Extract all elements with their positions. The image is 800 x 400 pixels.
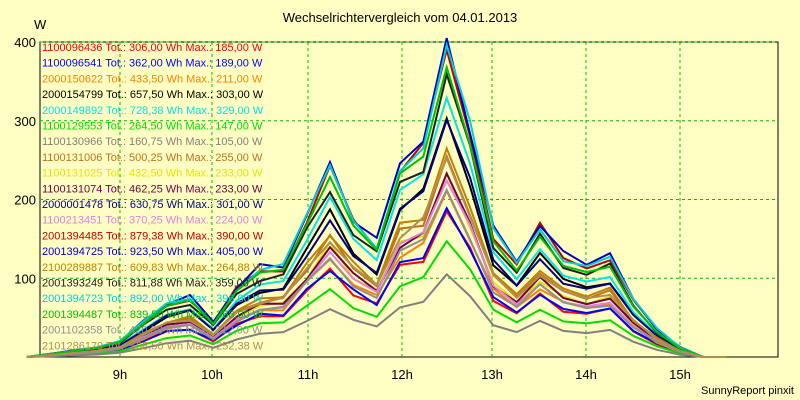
x-tick-label: 14h: [575, 367, 597, 382]
legend-entry: 2001394485 Tot.: 879,38 Wh Max.: 390,00 …: [42, 230, 264, 242]
series-line: [26, 206, 727, 358]
series-line: [26, 188, 727, 358]
legend-entry: 2001393249 Tot.: 811,88 Wh Max.: 359,00 …: [42, 278, 263, 290]
legend-entry: 2001394725 Tot.: 923,50 Wh Max.: 405,00 …: [42, 246, 264, 258]
legend-entry: 2101286179 Tot.: 508,50 Wh Max.: 252,38 …: [42, 340, 264, 352]
series-line: [26, 187, 727, 358]
legend-entry: 1100213451 Tot.: 370,25 Wh Max.: 224,00 …: [42, 215, 263, 227]
legend-entry: 1100131074 Tot.: 462,25 Wh Max.: 233,00 …: [42, 183, 263, 195]
legend-entry: 1100096436 Tot.: 306,00 Wh Max.: 185,00 …: [42, 42, 263, 54]
x-tick-label: 13h: [481, 367, 503, 382]
series-line: [26, 63, 727, 358]
series-line: [26, 117, 727, 358]
x-tick-label: 12h: [391, 367, 413, 382]
y-tick-label: 100: [14, 271, 36, 286]
legend-entry: 2100289887 Tot.: 609,83 Wh Max.: 264,88 …: [42, 262, 264, 274]
legend-entry: 2000149892 Tot.: 728,38 Wh Max.: 329,00 …: [42, 105, 264, 117]
legend-entry: 2001394487 Tot.: 839,50 Wh Max.: 368,00 …: [42, 309, 264, 321]
x-tick-label: 15h: [669, 367, 691, 382]
legend-entry: 1100129553 Tot.: 264,50 Wh Max.: 147,00 …: [42, 121, 263, 133]
chart-title: Wechselrichtervergleich vom 04.01.2013: [282, 10, 518, 25]
legend-entry: 1100096541 Tot.: 362,00 Wh Max.: 189,00 …: [42, 58, 263, 70]
y-tick-label: 300: [14, 114, 36, 129]
y-unit-label: W: [34, 17, 47, 32]
series-line: [26, 239, 727, 358]
legend-entry: 1100131025 Tot.: 432,50 Wh Max.: 233,00 …: [42, 168, 263, 180]
legend-entry: 2000001478 Tot.: 630,75 Wh Max.: 301,00 …: [42, 199, 264, 211]
x-tick-label: 9h: [113, 367, 127, 382]
legend-entry: 2000150622 Tot.: 433,50 Wh Max.: 211,00 …: [42, 73, 263, 85]
x-tick-label: 11h: [298, 367, 319, 382]
y-tick-label: 400: [14, 35, 36, 50]
legend-entry: 2001102358 Tot.: 420,38 Wh Max.: 212,00 …: [42, 325, 263, 337]
series-line: [26, 155, 727, 358]
footer-credit: SunnyReport pinxit: [701, 385, 794, 397]
series-line: [26, 272, 727, 358]
legend-entry: 1100130966 Tot.: 160,75 Wh Max.: 105,00 …: [42, 136, 263, 148]
legend-entry: 1100131006 Tot.: 500,25 Wh Max.: 255,00 …: [42, 152, 263, 164]
y-tick-label: 200: [14, 193, 36, 208]
legend-entry: 2000154799 Tot.: 657,50 Wh Max.: 303,00 …: [42, 89, 264, 101]
legend-entry: 2001394723 Tot.: 892,00 Wh Max.: 396,00 …: [42, 293, 264, 305]
x-tick-label: 10h: [201, 367, 223, 382]
